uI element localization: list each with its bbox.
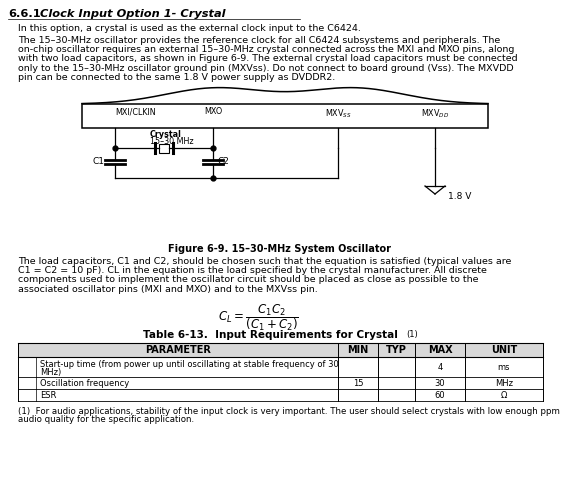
Text: C1 = C2 = 10 pF). CL in the equation is the load specified by the crystal manufa: C1 = C2 = 10 pF). CL in the equation is … [18,266,487,275]
Text: C2: C2 [218,157,230,166]
Text: In this option, a crystal is used as the external clock input to the C6424.: In this option, a crystal is used as the… [18,24,361,33]
Text: (1)  For audio applications, stability of the input clock is very important. The: (1) For audio applications, stability of… [18,407,561,416]
Text: UNIT: UNIT [491,345,517,355]
Text: 60: 60 [435,390,445,399]
Text: Figure 6-9. 15–30-MHz System Oscillator: Figure 6-9. 15–30-MHz System Oscillator [168,244,392,254]
Text: Table 6-13.  Input Requirements for Crystal: Table 6-13. Input Requirements for Cryst… [142,330,397,340]
Text: MHz: MHz [495,378,513,388]
Text: ESR: ESR [40,390,56,399]
Text: Ω: Ω [501,390,507,399]
Text: Crystal: Crystal [150,130,182,139]
Text: ms: ms [498,363,511,372]
Text: MXO: MXO [204,107,222,116]
Text: 15: 15 [353,378,364,388]
Text: MIN: MIN [347,345,369,355]
Text: PARAMETER: PARAMETER [145,345,211,355]
Text: on-chip oscillator requires an external 15–30-MHz crystal connected across the M: on-chip oscillator requires an external … [18,45,514,54]
Bar [82,104,488,128]
Text: Clock Input Option 1- Crystal: Clock Input Option 1- Crystal [40,9,226,19]
Text: 30: 30 [435,378,445,388]
Text: 1.8 V: 1.8 V [448,192,471,201]
Text: 4: 4 [438,363,443,372]
Text: MXV$_{SS}$: MXV$_{SS}$ [325,107,351,119]
Text: MHz): MHz) [40,368,61,377]
Text: 15–30 MHz: 15–30 MHz [150,137,194,146]
Text: 6.6.1: 6.6.1 [8,9,40,19]
Text: TYP: TYP [386,345,407,355]
Text: The 15–30-MHz oscillator provides the reference clock for all C6424 subsystems a: The 15–30-MHz oscillator provides the re… [18,36,500,45]
Text: The load capacitors, C1 and C2, should be chosen such that the equation is satis: The load capacitors, C1 and C2, should b… [18,257,512,266]
Text: (1): (1) [406,330,418,339]
Text: only to the 15–30-MHz oscillator ground pin (MXVss). Do not connect to board gro: only to the 15–30-MHz oscillator ground … [18,64,514,73]
Text: audio quality for the specific application.: audio quality for the specific applicati… [18,415,194,424]
Text: pin can be connected to the same 1.8 V power supply as DVDDR2.: pin can be connected to the same 1.8 V p… [18,73,335,82]
Bar [18,343,543,357]
Text: components used to implement the oscillator circuit should be placed as close as: components used to implement the oscilla… [18,275,479,285]
Text: MAX: MAX [427,345,452,355]
Text: associated oscillator pins (MXI and MXO) and to the MXVss pin.: associated oscillator pins (MXI and MXO)… [18,285,318,294]
Text: MXI/CLKIN: MXI/CLKIN [115,107,155,116]
Text: with two load capacitors, as shown in Figure 6-9. The external crystal load capa: with two load capacitors, as shown in Fi… [18,55,518,63]
Text: C1: C1 [93,157,105,166]
Text: $C_{\mathit{L}} = \dfrac{C_1 C_2}{(C_1 + C_2)}$: $C_{\mathit{L}} = \dfrac{C_1 C_2}{(C_1 +… [218,302,298,333]
Bar [159,144,169,152]
Text: MXV$_{DD}$: MXV$_{DD}$ [421,107,449,119]
Text: Start-up time (from power up until oscillating at stable frequency of 30: Start-up time (from power up until oscil… [40,360,339,369]
Text: Oscillation frequency: Oscillation frequency [40,378,129,388]
